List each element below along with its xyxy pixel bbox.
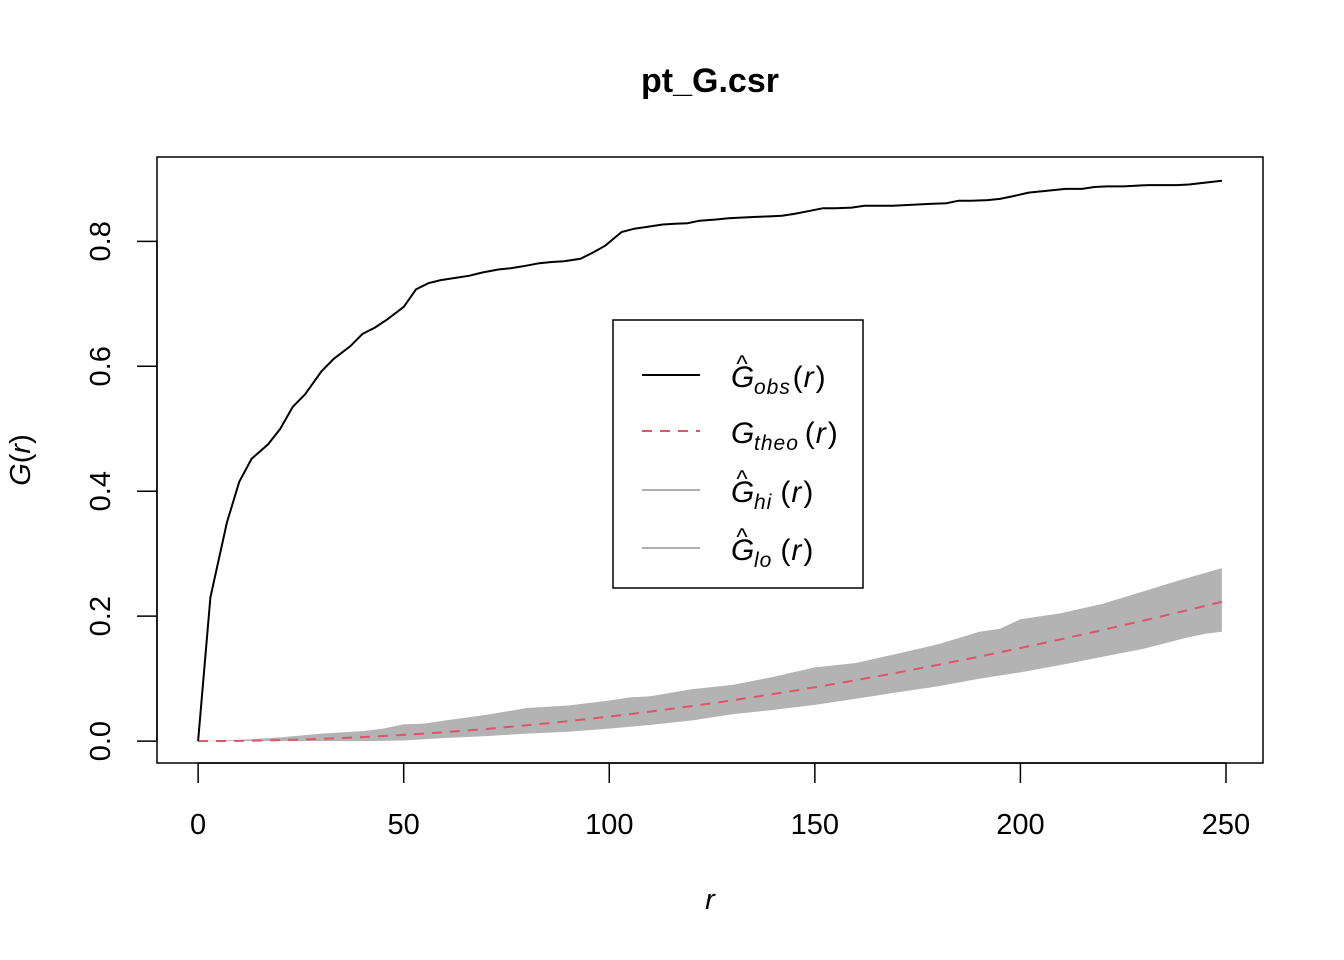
svg-text:r: r [791, 476, 802, 509]
svg-text:r: r [804, 361, 815, 394]
x-tick-label: 150 [791, 809, 839, 841]
legend-label-hi: G^ hi (r) [731, 466, 813, 514]
envelope-band [198, 568, 1222, 742]
y-tick-label: 0.6 [85, 346, 117, 386]
series-line-obs [197, 179, 1223, 742]
svg-text:lo: lo [754, 549, 772, 572]
chart-title: pt_G.csr [641, 62, 779, 100]
envelope-area [198, 568, 1222, 742]
legend-label-obs: G^ obs(r) [731, 351, 826, 399]
x-axis: 0 50 100 150 200 250 [190, 762, 1250, 841]
x-tick-label: 0 [190, 809, 206, 841]
x-tick-label: 50 [388, 809, 420, 841]
svg-text:): ) [828, 417, 838, 450]
x-tick-label: 200 [996, 809, 1044, 841]
svg-text:G: G [731, 361, 754, 394]
svg-text:G: G [731, 476, 754, 509]
legend: G^obs(r)G theo(r)G^hi(r)G^lo(r) [612, 319, 864, 589]
y-tick-label: 0.4 [85, 471, 117, 511]
svg-text:): ) [803, 534, 813, 567]
svg-text:(: ( [793, 361, 803, 394]
svg-text:): ) [803, 476, 813, 509]
svg-text:(: ( [780, 534, 790, 567]
x-tick-label: 100 [585, 809, 633, 841]
y-tick-label: 0.0 [85, 721, 117, 761]
svg-text:(: ( [780, 476, 790, 509]
y-tick-label: 0.8 [85, 221, 117, 261]
svg-text:hi: hi [754, 491, 773, 514]
svg-text:G: G [731, 417, 754, 450]
legend-label-lo: G^ lo (r) [731, 524, 813, 572]
svg-text:r: r [816, 417, 827, 450]
x-tick-label: 250 [1202, 809, 1250, 841]
x-axis-label: r [705, 884, 716, 916]
y-axis-label: G(r) [5, 434, 37, 486]
svg-text:theo: theo [754, 432, 799, 455]
svg-text:obs: obs [754, 376, 791, 399]
y-tick-label: 0.2 [85, 596, 117, 636]
y-axis: 0.0 0.2 0.4 0.6 0.8 [85, 221, 158, 761]
svg-text:(: ( [805, 417, 815, 450]
legend-box [612, 319, 864, 589]
series-lines [197, 179, 1223, 743]
svg-text:r: r [791, 534, 802, 567]
svg-text:^: ^ [736, 524, 748, 551]
svg-text:): ) [816, 361, 826, 394]
svg-text:^: ^ [736, 351, 748, 378]
svg-text:^: ^ [736, 466, 748, 493]
series-line-theo [198, 600, 1223, 743]
svg-text:G: G [731, 534, 754, 567]
